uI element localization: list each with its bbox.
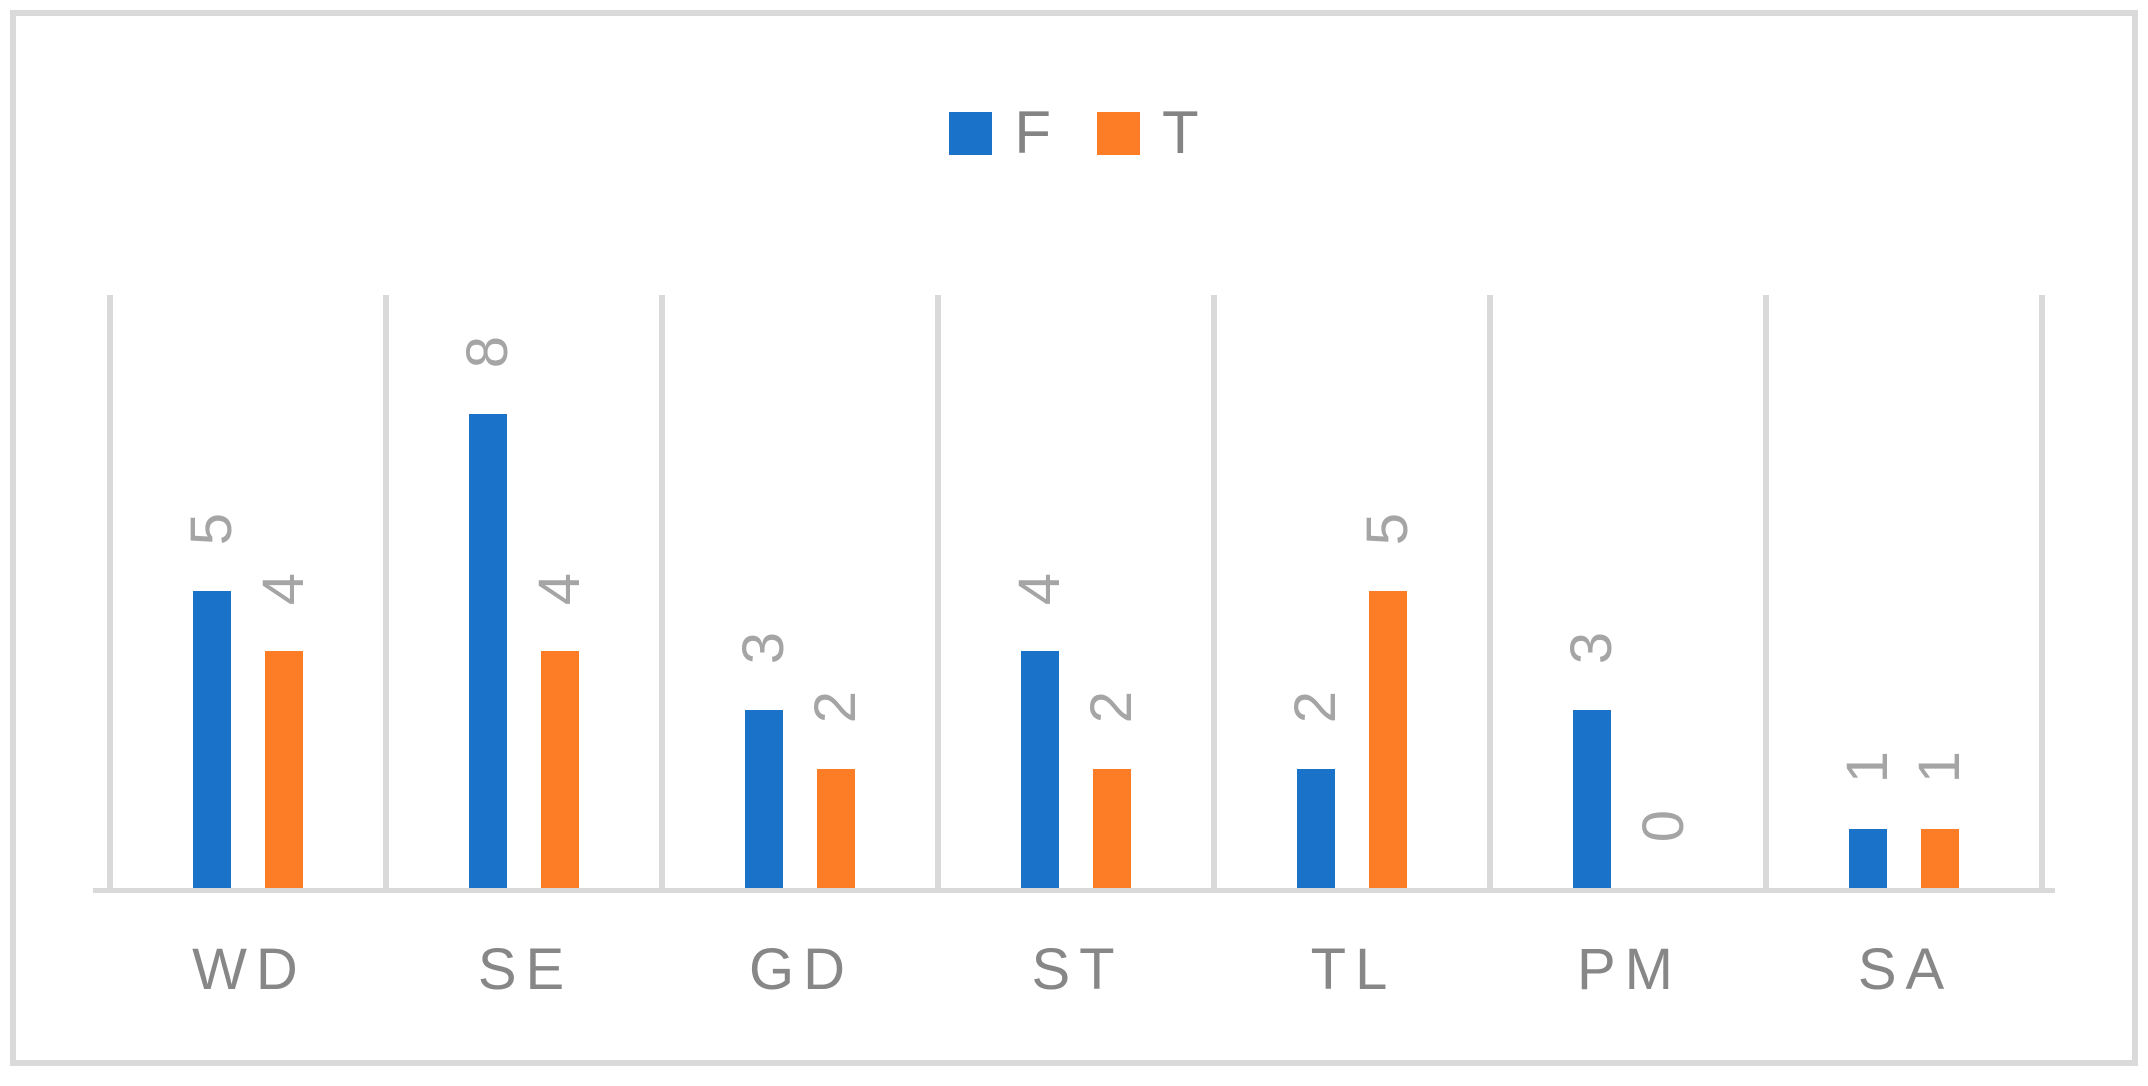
bar-f-sa xyxy=(1849,829,1887,888)
data-label: 3 xyxy=(731,631,796,664)
legend-swatch-icon xyxy=(1097,111,1140,155)
bar-group-f-pm: 3 xyxy=(1559,631,1624,888)
bar-t-st xyxy=(1093,769,1131,888)
bar-t-gd xyxy=(817,769,855,888)
bar-f-tl xyxy=(1297,769,1335,888)
bar-group-f-gd: 3 xyxy=(731,631,796,888)
bar-f-wd xyxy=(193,591,231,888)
bar-f-st xyxy=(1021,651,1059,888)
data-label: 1 xyxy=(1835,750,1900,783)
data-label: 4 xyxy=(1007,572,1072,605)
bar-group-f-st: 4 xyxy=(1007,572,1072,888)
bar-f-gd xyxy=(745,710,783,888)
category-label-pm: PM xyxy=(1577,937,1682,1002)
bar-t-wd xyxy=(265,651,303,888)
data-label: 2 xyxy=(1079,690,1144,723)
bar-f-pm xyxy=(1573,710,1611,888)
data-label: 5 xyxy=(1355,512,1420,545)
bar-t-sa xyxy=(1921,829,1959,888)
data-label: 2 xyxy=(803,690,868,723)
legend-item-t: T xyxy=(1097,103,1199,163)
legend-swatch-icon xyxy=(949,111,993,155)
category-label-sa: SA xyxy=(1857,937,1954,1002)
bar-f-se xyxy=(469,414,507,888)
legend-label: F xyxy=(1014,99,1051,166)
data-label: 2 xyxy=(1283,690,1348,723)
category-label-gd: GD xyxy=(749,937,854,1002)
data-label: 0 xyxy=(1631,809,1696,842)
category-label-wd: WD xyxy=(192,937,307,1002)
bar-t-se xyxy=(541,651,579,888)
legend-item-f: F xyxy=(949,103,1051,163)
category-label-st: ST xyxy=(1031,937,1124,1002)
bar-group-t-gd: 2 xyxy=(803,690,868,888)
bar-group-t-se: 4 xyxy=(527,572,592,888)
bar-group-f-se: 8 xyxy=(455,335,520,888)
data-label: 5 xyxy=(179,512,244,545)
bar-group-f-tl: 2 xyxy=(1283,690,1348,888)
data-label: 8 xyxy=(455,335,520,368)
category-label-se: SE xyxy=(477,937,574,1002)
bar-group-t-pm: 0 xyxy=(1631,809,1696,888)
legend-label: T xyxy=(1162,99,1199,166)
category-axis: WD SE GD ST TL PM SA xyxy=(107,938,2039,1002)
bar-group-t-tl: 5 xyxy=(1355,512,1420,888)
data-label: 3 xyxy=(1559,631,1624,664)
data-label: 4 xyxy=(251,572,316,605)
bar-t-tl xyxy=(1369,591,1407,888)
bar-group-f-wd: 5 xyxy=(179,512,244,888)
x-axis-line xyxy=(93,888,2055,893)
data-label: 4 xyxy=(527,572,592,605)
data-label: 1 xyxy=(1907,750,1972,783)
bar-group-t-sa: 1 xyxy=(1907,750,1972,888)
bar-group-t-st: 2 xyxy=(1079,690,1144,888)
category-label-tl: TL xyxy=(1310,937,1397,1002)
bar-group-f-sa: 1 xyxy=(1835,750,1900,888)
bar-group-t-wd: 4 xyxy=(251,572,316,888)
